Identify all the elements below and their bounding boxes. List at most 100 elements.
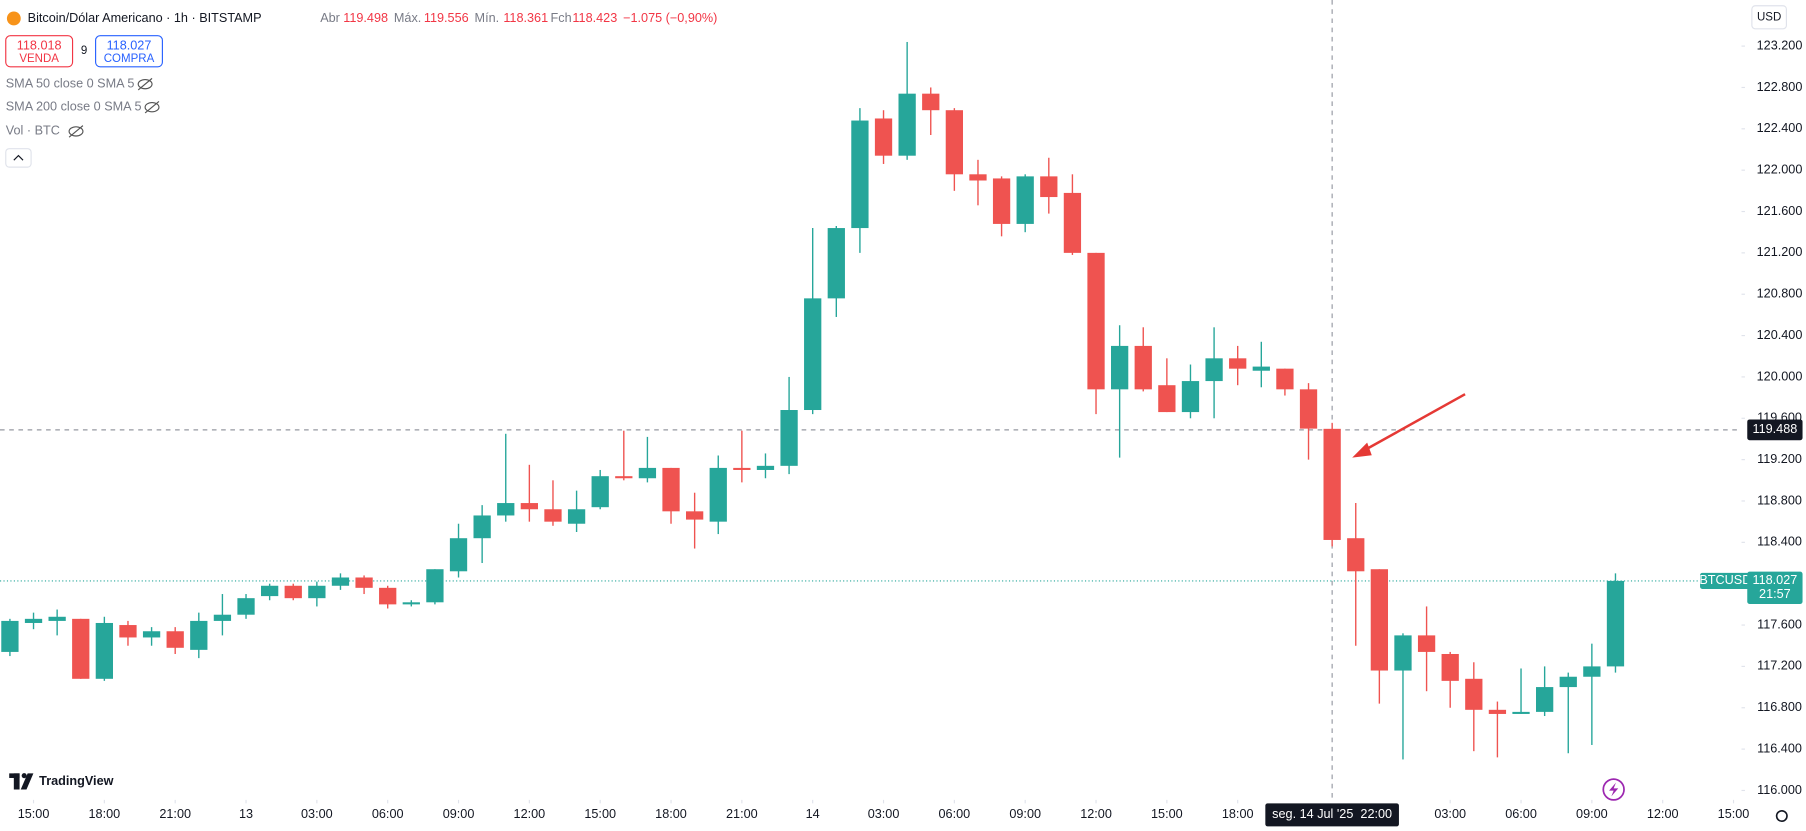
candle-body: [1134, 345, 1152, 390]
candle-body: [1323, 428, 1341, 540]
candle-body: [1583, 666, 1601, 677]
candle-body: [1394, 635, 1412, 671]
candle-body: [1299, 389, 1318, 429]
candle-body: [449, 538, 468, 572]
candle-body: [355, 577, 373, 588]
y-tick-label: 120.800: [1757, 287, 1803, 301]
candle-body: [1016, 176, 1034, 224]
candle-body: [308, 585, 326, 599]
candle-body: [1465, 678, 1483, 710]
candle-body: [1441, 653, 1459, 681]
y-tick-label: 122.400: [1757, 121, 1803, 135]
indicator[interactable]: Vol · BTC: [6, 124, 60, 138]
x-tick-label: 13: [239, 807, 253, 821]
candle-body: [945, 110, 964, 175]
settings-icon[interactable]: [1775, 810, 1788, 823]
crosshair-time-tag: [1265, 803, 1399, 827]
candle-body: [379, 587, 397, 605]
candle-body: [95, 622, 113, 679]
candle-body: [827, 228, 845, 299]
ohlc-value: 119.498: [343, 11, 388, 25]
x-tick-label: 03:00: [301, 807, 333, 821]
candle-body: [261, 585, 279, 597]
candle-body: [1063, 192, 1082, 253]
eye-icon[interactable]: [144, 100, 160, 114]
x-tick-label: 14: [806, 807, 820, 821]
x-tick-label: 18:00: [89, 807, 121, 821]
indicator[interactable]: SMA 200 close 0 SMA 5: [6, 100, 142, 114]
symbol-title[interactable]: Bitcoin/Dólar Americano · 1h · BITSTAMP: [28, 11, 262, 25]
brand-logo: [9, 773, 34, 790]
y-tick-label: 117.200: [1757, 659, 1802, 673]
ohlc-value: 118.423: [572, 11, 617, 25]
candle-body: [1158, 385, 1176, 413]
y-tick-label: 122.800: [1757, 80, 1803, 94]
indicator[interactable]: SMA 50 close 0 SMA 5: [6, 76, 135, 90]
candle-body: [1417, 635, 1436, 652]
x-tick-label: 09:00: [1576, 807, 1608, 821]
eye-icon[interactable]: [68, 125, 84, 138]
y-tick-label: 121.600: [1757, 204, 1803, 218]
x-tick-label: 09:00: [1009, 807, 1041, 821]
candle-body: [615, 476, 633, 479]
sell-label: VENDA: [19, 53, 59, 65]
candle-body: [331, 577, 350, 586]
buy-button[interactable]: [95, 35, 163, 68]
eye-icon[interactable]: [137, 77, 153, 91]
candle-body: [1370, 569, 1389, 671]
ohlc-label: Máx.: [394, 11, 421, 25]
candle-body: [1252, 366, 1270, 371]
candle-body: [402, 602, 420, 605]
ohlc-label: Abr: [320, 11, 340, 25]
x-tick-label: 03:00: [1434, 807, 1466, 821]
x-tick-label: 21:00: [159, 807, 191, 821]
candle-body: [1347, 538, 1365, 572]
y-tick-label: 122.000: [1757, 163, 1803, 177]
candle-body: [638, 467, 657, 479]
candle-body: [142, 631, 161, 638]
candle-body: [874, 118, 893, 156]
symbol-logo: [6, 11, 21, 26]
candle-body: [1, 620, 19, 652]
sell-price: 118.018: [17, 38, 62, 52]
y-tick-label: 121.200: [1757, 245, 1803, 259]
last-price-name: BTCUSD: [1699, 573, 1751, 587]
sell-button[interactable]: [5, 35, 74, 68]
x-tick-label: 15:00: [584, 807, 616, 821]
candle-body: [544, 509, 562, 522]
x-tick-label: 15:00: [1718, 807, 1750, 821]
x-tick-label: 15:00: [1151, 807, 1183, 821]
candle-body: [213, 614, 232, 621]
candle-body: [48, 616, 66, 621]
candle-body: [1111, 345, 1129, 390]
candle-body: [851, 120, 869, 229]
arrow-shaft: [1363, 393, 1466, 452]
candle-body: [804, 298, 822, 411]
x-tick-label: 18:00: [655, 807, 687, 821]
y-tick-label: 116.400: [1757, 741, 1802, 755]
candle-body: [1512, 711, 1530, 714]
ohlc-label: Fch: [551, 11, 572, 25]
overlay: 119.488 seg. 14 Jul '25 22:00 BTCUSD 118.02…: [1265, 419, 1803, 827]
candle-body: [898, 93, 916, 156]
candle-body: [1559, 676, 1577, 688]
spread: 9: [81, 45, 87, 57]
candle-body: [686, 511, 704, 520]
y-tick-label: 120.400: [1757, 328, 1803, 342]
candle-body: [72, 618, 90, 679]
y-tick-label: 118.400: [1757, 535, 1802, 549]
candle-body: [520, 503, 539, 510]
crosshair-time-label: seg. 14 Jul '25 22:00: [1272, 807, 1392, 821]
alert-icon[interactable]: [1602, 778, 1625, 801]
collapse-icon: [13, 154, 24, 161]
brand: TradingView: [39, 774, 113, 788]
x-tick-label: 18:00: [1222, 807, 1254, 821]
collapse-button[interactable]: [5, 148, 32, 168]
ohlc-label: Mín.: [475, 11, 500, 25]
crosshair-price-tag: [1747, 419, 1803, 441]
currency-button[interactable]: [1751, 5, 1787, 30]
candle-body: [1205, 358, 1223, 382]
y-tick-label: 119.200: [1757, 452, 1802, 466]
